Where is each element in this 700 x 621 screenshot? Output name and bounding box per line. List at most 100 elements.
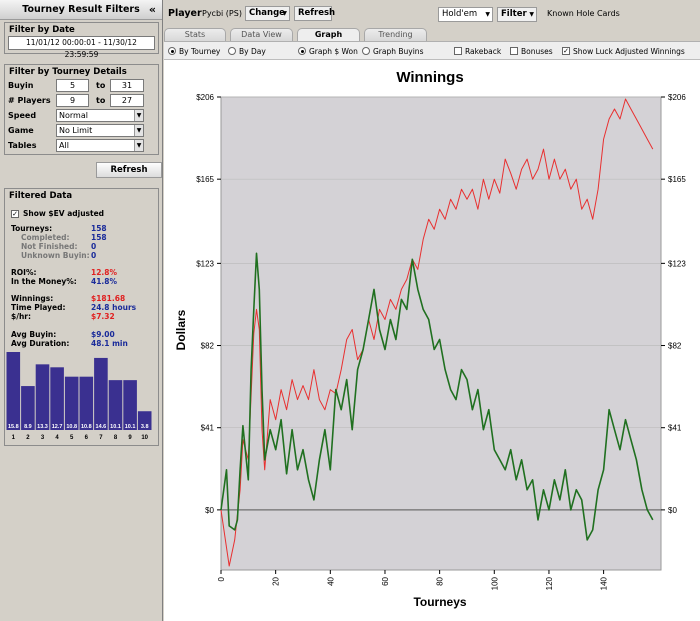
not-finished-label: Not Finished: [21, 242, 78, 251]
speed-select-value: Normal [59, 111, 88, 120]
histogram-bar [21, 386, 35, 430]
histogram-bar [94, 357, 108, 430]
avg-duration-label: Avg Duration: [11, 339, 70, 348]
speed-select[interactable]: Normal ▼ [56, 109, 144, 122]
by-day-label: By Day [239, 46, 266, 56]
tourneys-label: Tourneys: [11, 224, 53, 233]
histogram-bar-label: 12.7 [52, 424, 63, 430]
by-tourney-radio[interactable] [168, 47, 176, 55]
date-range-field[interactable]: 11/01/12 00:00:01 - 11/30/12 23:59:59 [8, 36, 155, 59]
histogram-position-label: 1 [12, 435, 16, 441]
tab-trending[interactable]: Trending [364, 28, 427, 41]
x-tick-label: 0 [217, 576, 226, 581]
x-axis-label: Tourneys [413, 595, 466, 609]
winnings-chart-area: Winnings Tourneys Dollars $0 $0 $41 $41 $82 $… [164, 59, 700, 621]
luck-adjusted-checkbox[interactable]: ✓ [562, 47, 570, 55]
tables-select[interactable]: All ▼ [56, 139, 144, 152]
x-tick-label: 80 [436, 576, 445, 585]
histogram-bar [35, 364, 50, 430]
collapse-panel-icon[interactable]: « [148, 3, 156, 16]
y-tick-label-right: $206 [668, 93, 686, 102]
not-finished-value: 0 [91, 242, 97, 251]
players-from-input[interactable]: 9 [56, 94, 89, 107]
game-select[interactable]: No Limit ▼ [56, 124, 144, 137]
tourney-filters-panel: Tourney Result Filters « Filter by Date … [0, 0, 163, 621]
histogram-bar [6, 352, 21, 430]
winnings-label: Winnings: [11, 294, 54, 303]
luck-adjusted-option[interactable]: ✓ Show Luck Adjusted Winnings [562, 45, 685, 57]
chevron-down-icon: ▼ [134, 140, 143, 151]
filter-button[interactable]: Filter ▼ [497, 7, 537, 22]
completed-label: Completed: [21, 233, 70, 242]
unknown-buyin-label: Unknown Buyin: [21, 251, 90, 260]
rakeback-checkbox[interactable] [454, 47, 462, 55]
filtered-data-title: Filtered Data [9, 191, 73, 201]
filters-panel-header: Tourney Result Filters « [0, 0, 162, 20]
by-tourney-option[interactable]: By Tourney [168, 45, 220, 57]
histogram-bar [50, 367, 64, 430]
graph-options-bar: By Tourney By Day Graph $ Won Graph Buyi… [164, 41, 700, 59]
histogram-bar-label: 10.8 [81, 424, 92, 430]
change-player-button[interactable]: Change ▼ [245, 6, 290, 21]
buyin-to-input[interactable]: 31 [110, 79, 144, 92]
filter-label: Filter [501, 9, 527, 19]
winnings-chart: Winnings Tourneys Dollars $0 $0 $41 $41 $82 $… [174, 69, 686, 609]
histogram-bar-label: 8.9 [24, 424, 32, 430]
game-label: Game [8, 126, 34, 135]
itm-label: In the Money%: [11, 277, 77, 286]
y-tick-label: $206 [196, 93, 214, 102]
player-toolbar: Player Pycbi (PS) Change ▼ Refresh Hold'… [164, 0, 700, 27]
graph-won-radio[interactable] [298, 47, 306, 55]
tab-data-view[interactable]: Data View [230, 28, 293, 41]
by-tourney-label: By Tourney [179, 46, 221, 56]
histogram-position-label: 5 [70, 435, 74, 441]
tourneys-value: 158 [91, 224, 107, 233]
avg-buyin-value: $9.00 [91, 330, 115, 339]
players-to-label: to [96, 96, 106, 105]
known-hole-cards-label[interactable]: Known Hole Cards [547, 9, 620, 18]
y-tick-label-right: $0 [668, 506, 677, 515]
winnings-value: $181.68 [91, 294, 126, 303]
buyin-from-input[interactable]: 5 [56, 79, 89, 92]
chevron-down-icon: ▼ [282, 10, 287, 17]
histogram-bar [79, 376, 94, 430]
y-tick-label: $41 [201, 424, 215, 433]
player-name: Pycbi (PS) [202, 9, 242, 18]
player-label: Player [168, 8, 202, 19]
chevron-down-icon: ▼ [485, 11, 490, 18]
y-axis-label: Dollars [174, 309, 188, 350]
players-label: # Players [8, 96, 51, 105]
show-ev-checkbox[interactable]: ✓ [11, 209, 19, 218]
itm-value: 41.8% [91, 277, 118, 286]
rakeback-option[interactable]: Rakeback [454, 45, 501, 57]
refresh-filters-button[interactable]: Refresh [96, 162, 162, 178]
x-tick-label: 100 [490, 576, 499, 590]
buyin-label: Buyin [8, 81, 34, 90]
bonuses-option[interactable]: Bonuses [510, 45, 553, 57]
x-tick-label: 140 [600, 576, 609, 590]
graph-won-label: Graph $ Won [309, 46, 358, 56]
by-day-radio[interactable] [228, 47, 236, 55]
refresh-player-button[interactable]: Refresh [294, 6, 335, 21]
rakeback-label: Rakeback [465, 46, 502, 56]
graph-buyins-option[interactable]: Graph Buyins [362, 45, 423, 57]
game-type-select[interactable]: Hold'em ▼ [438, 7, 493, 22]
graph-won-option[interactable]: Graph $ Won [298, 45, 358, 57]
tables-label: Tables [8, 141, 37, 150]
per-hour-label: $/hr: [11, 312, 31, 321]
histogram-bar-label: 10.8 [66, 424, 77, 430]
bonuses-checkbox[interactable] [510, 47, 518, 55]
tab-graph[interactable]: Graph [297, 28, 360, 41]
histogram-position-label: 8 [114, 435, 118, 441]
by-day-option[interactable]: By Day [228, 45, 266, 57]
players-to-input[interactable]: 27 [110, 94, 144, 107]
chart-title: Winnings [396, 69, 463, 86]
show-ev-checkbox-row[interactable]: ✓ Show $EV adjusted [11, 209, 104, 218]
graph-buyins-radio[interactable] [362, 47, 370, 55]
y-tick-label: $0 [205, 506, 214, 515]
filter-by-date-title: Filter by Date [9, 25, 75, 35]
histogram-bar-label: 13.3 [37, 424, 48, 430]
y-tick-label-right: $165 [668, 175, 686, 184]
histogram-bar [137, 411, 152, 430]
tab-stats[interactable]: Stats [164, 28, 226, 41]
